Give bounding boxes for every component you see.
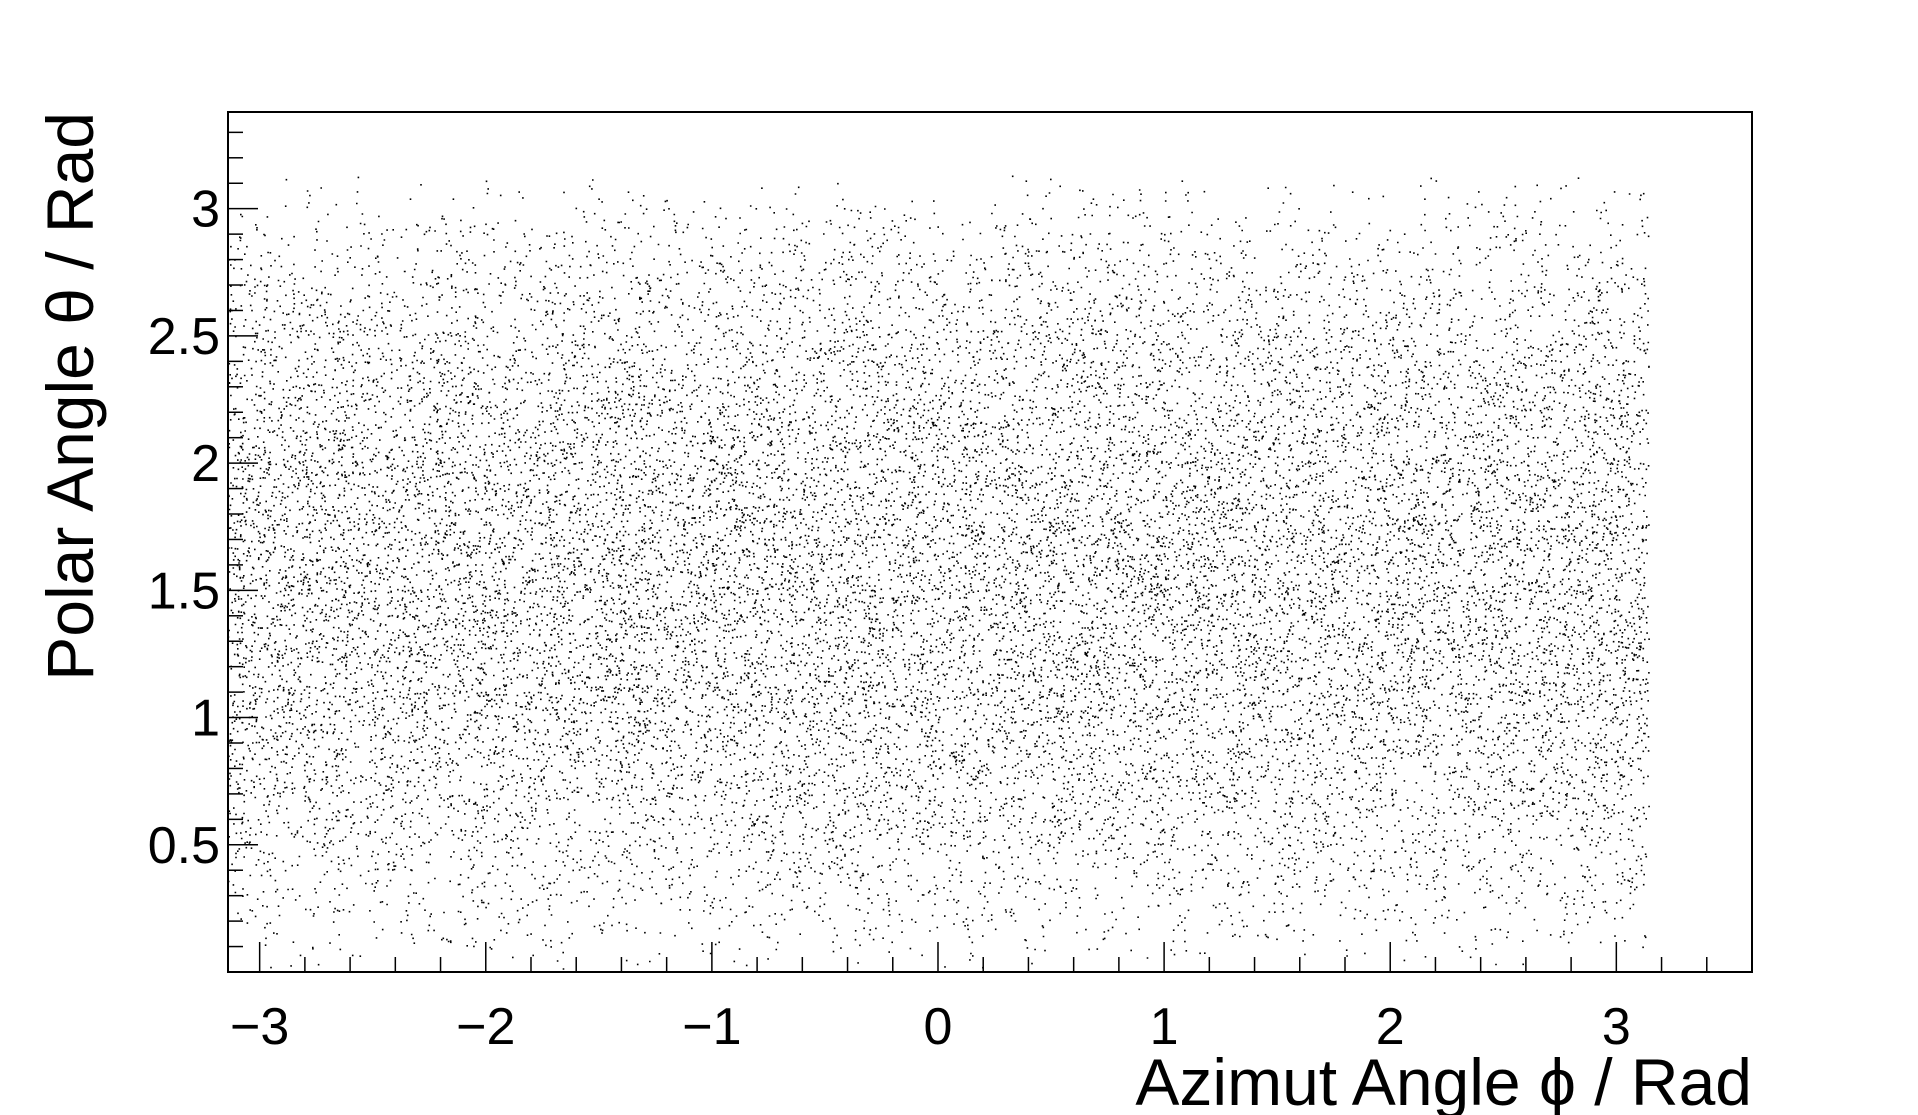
y-tick-label: 2.5	[148, 308, 220, 366]
y-tick-label: 1	[191, 690, 220, 748]
x-tick-label: 1	[1150, 998, 1179, 1056]
y-tick-label: 0.5	[148, 817, 220, 875]
x-tick-label: 2	[1376, 998, 1405, 1056]
x-axis-title: Azimut Angle ϕ / Rad	[1135, 1045, 1752, 1115]
plot-frame	[227, 111, 1753, 973]
x-tick-label: −1	[682, 998, 741, 1056]
x-tick-label: 0	[924, 998, 953, 1056]
y-tick-label: 1.5	[148, 562, 220, 620]
y-axis: 0.5 1 1.5 2 2.5 3	[148, 131, 258, 948]
x-axis: −3 −2 −1 0 1 2 3	[230, 942, 1753, 1056]
y-axis-title: Polar Angle θ / Rad	[33, 112, 107, 681]
x-tick-label: −2	[456, 998, 515, 1056]
y-tick-label: 2	[191, 435, 220, 493]
x-tick-label: 3	[1602, 998, 1631, 1056]
x-tick-label: −3	[230, 998, 289, 1056]
y-tick-label: 3	[191, 181, 220, 239]
